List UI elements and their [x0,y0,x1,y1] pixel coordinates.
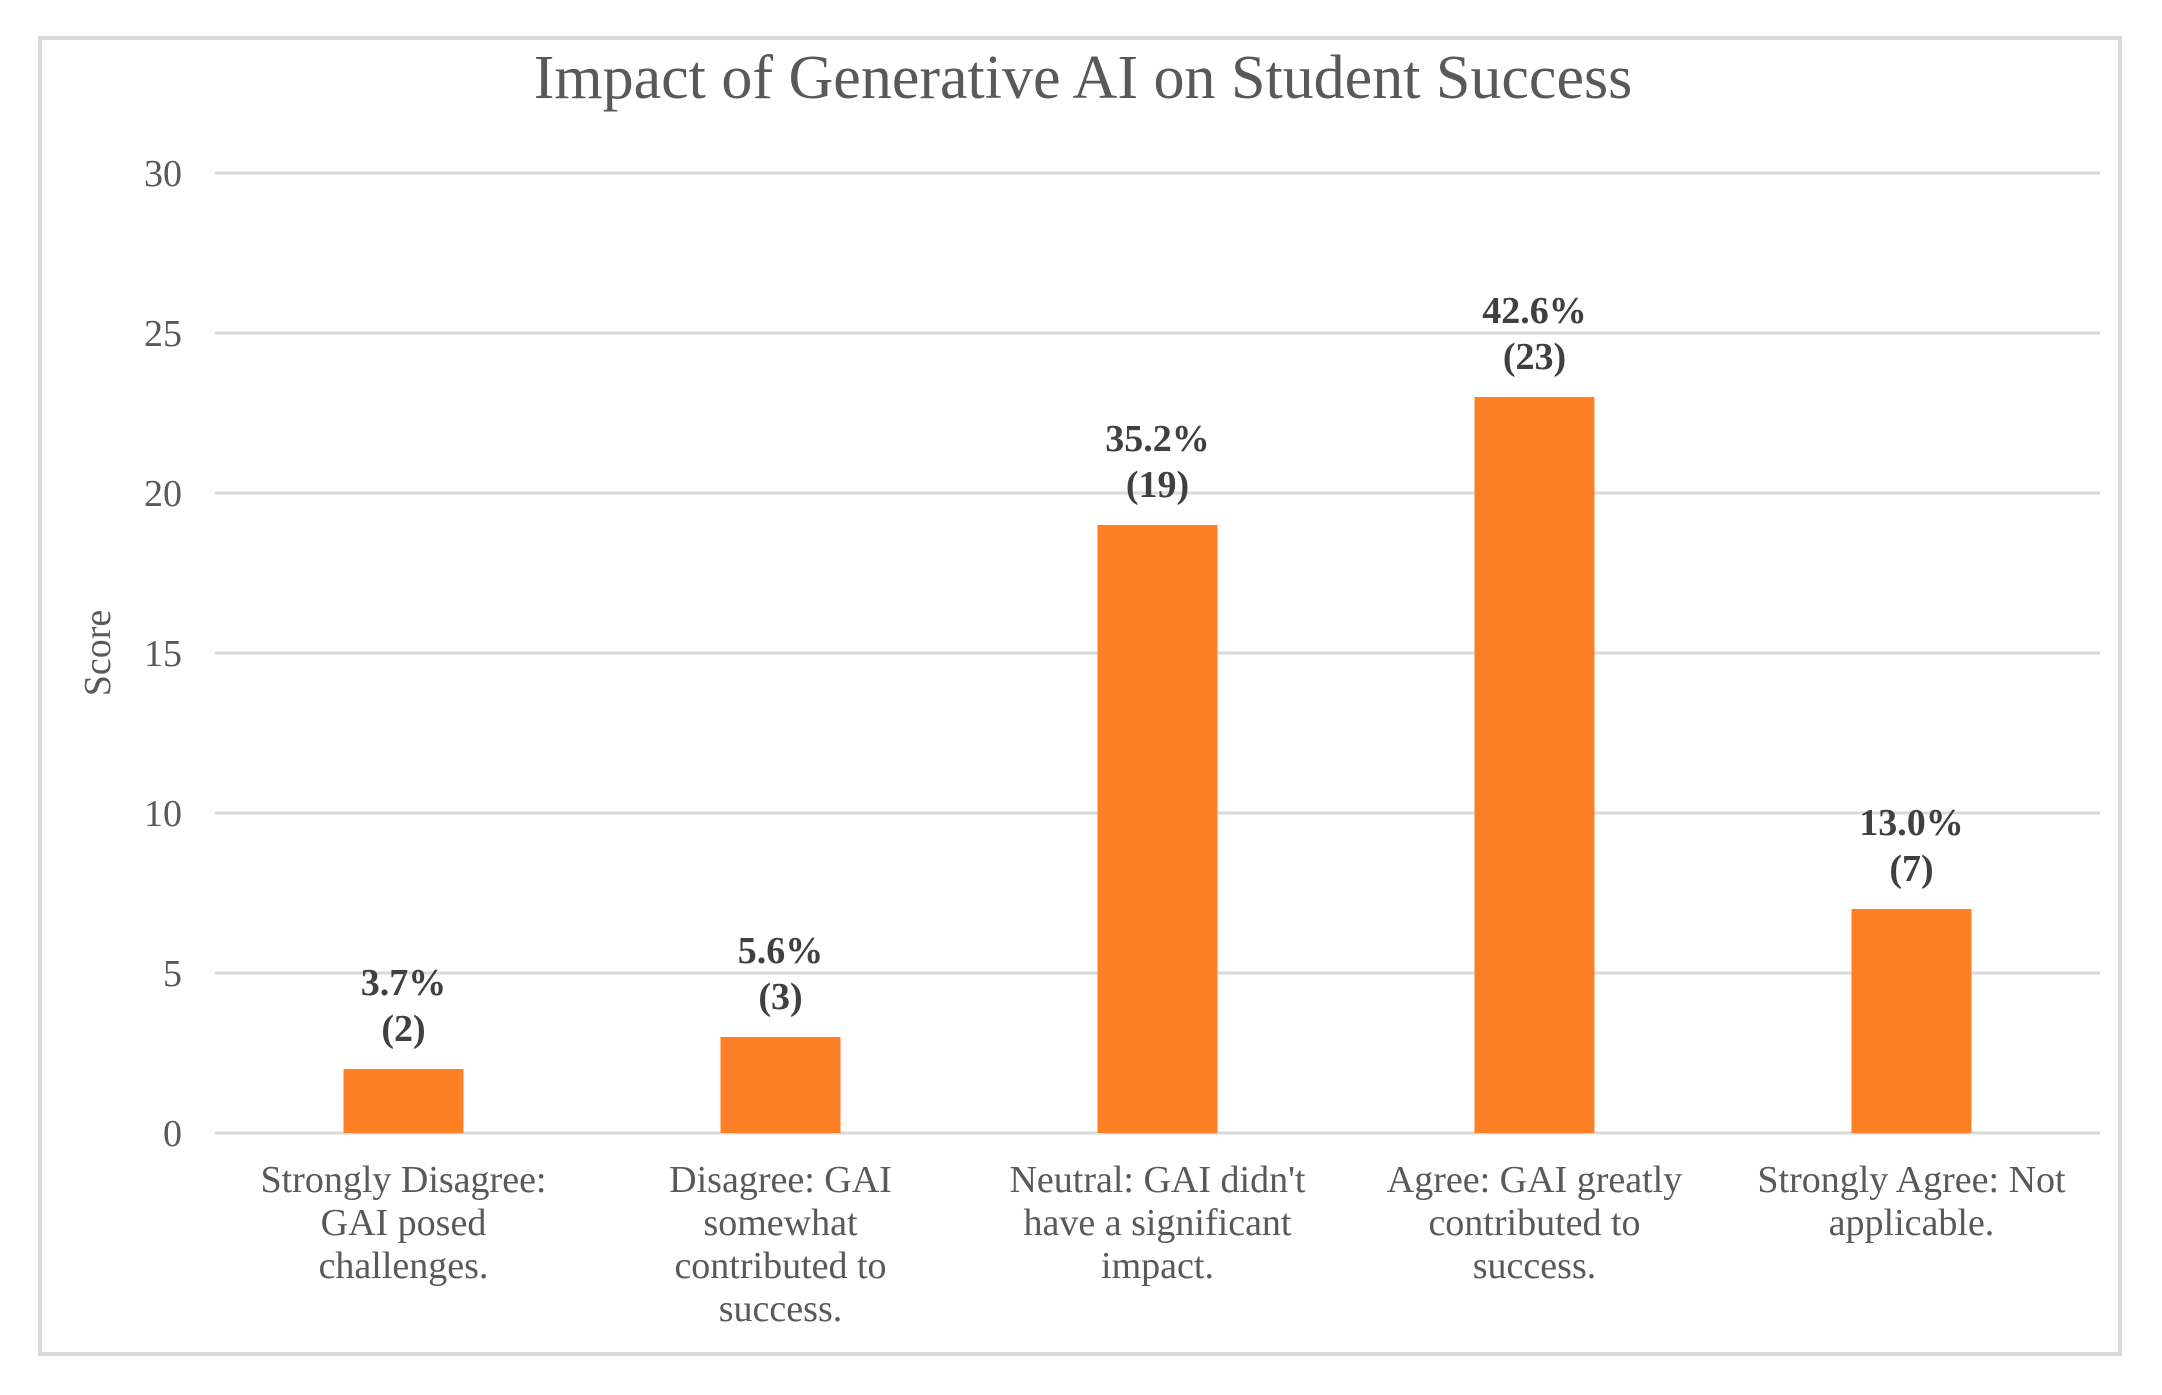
category-label: Disagree: GAI [669,1159,892,1201]
category-label: Agree: GAI greatly [1387,1159,1682,1201]
y-tick-label: 15 [144,633,182,675]
y-tick-label: 5 [163,953,182,995]
bar [720,1037,841,1133]
category-label: contributed to [674,1245,886,1287]
category-label: Strongly Agree: Not [1757,1159,2066,1201]
category-label: Neutral: GAI didn't [1009,1159,1305,1201]
y-tick-label: 20 [144,473,182,515]
category-label: contributed to [1428,1202,1640,1244]
y-tick-label: 0 [163,1113,182,1155]
data-label: (23) [1503,336,1566,378]
category-label: success. [719,1288,842,1330]
data-label: 13.0% [1859,802,1964,844]
data-label: (2) [381,1008,425,1050]
y-axis-label: Score [77,610,119,697]
data-label: 5.6% [738,930,824,972]
bar [1097,525,1218,1133]
data-label: (3) [758,976,802,1018]
y-tick-label: 30 [144,153,182,195]
bar [1851,909,1972,1133]
category-label: Strongly Disagree: [260,1159,546,1201]
bar [1474,397,1595,1133]
bar [343,1069,464,1133]
chart-title: Impact of Generative AI on Student Succe… [534,44,1632,112]
y-tick-label: 25 [144,313,182,355]
category-label: have a significant [1023,1202,1291,1244]
category-label: applicable. [1829,1202,1995,1244]
category-label: challenges. [319,1245,489,1287]
data-label: (19) [1126,464,1189,506]
data-label: (7) [1889,848,1933,890]
data-label: 35.2% [1105,418,1210,460]
y-tick-label: 10 [144,793,182,835]
category-label: success. [1473,1245,1596,1287]
chart-frame [38,36,2122,1356]
data-label: 42.6% [1482,290,1587,332]
category-label: GAI posed [321,1202,487,1244]
category-label: impact. [1101,1245,1214,1287]
category-label: somewhat [703,1202,858,1244]
data-label: 3.7% [361,962,447,1004]
